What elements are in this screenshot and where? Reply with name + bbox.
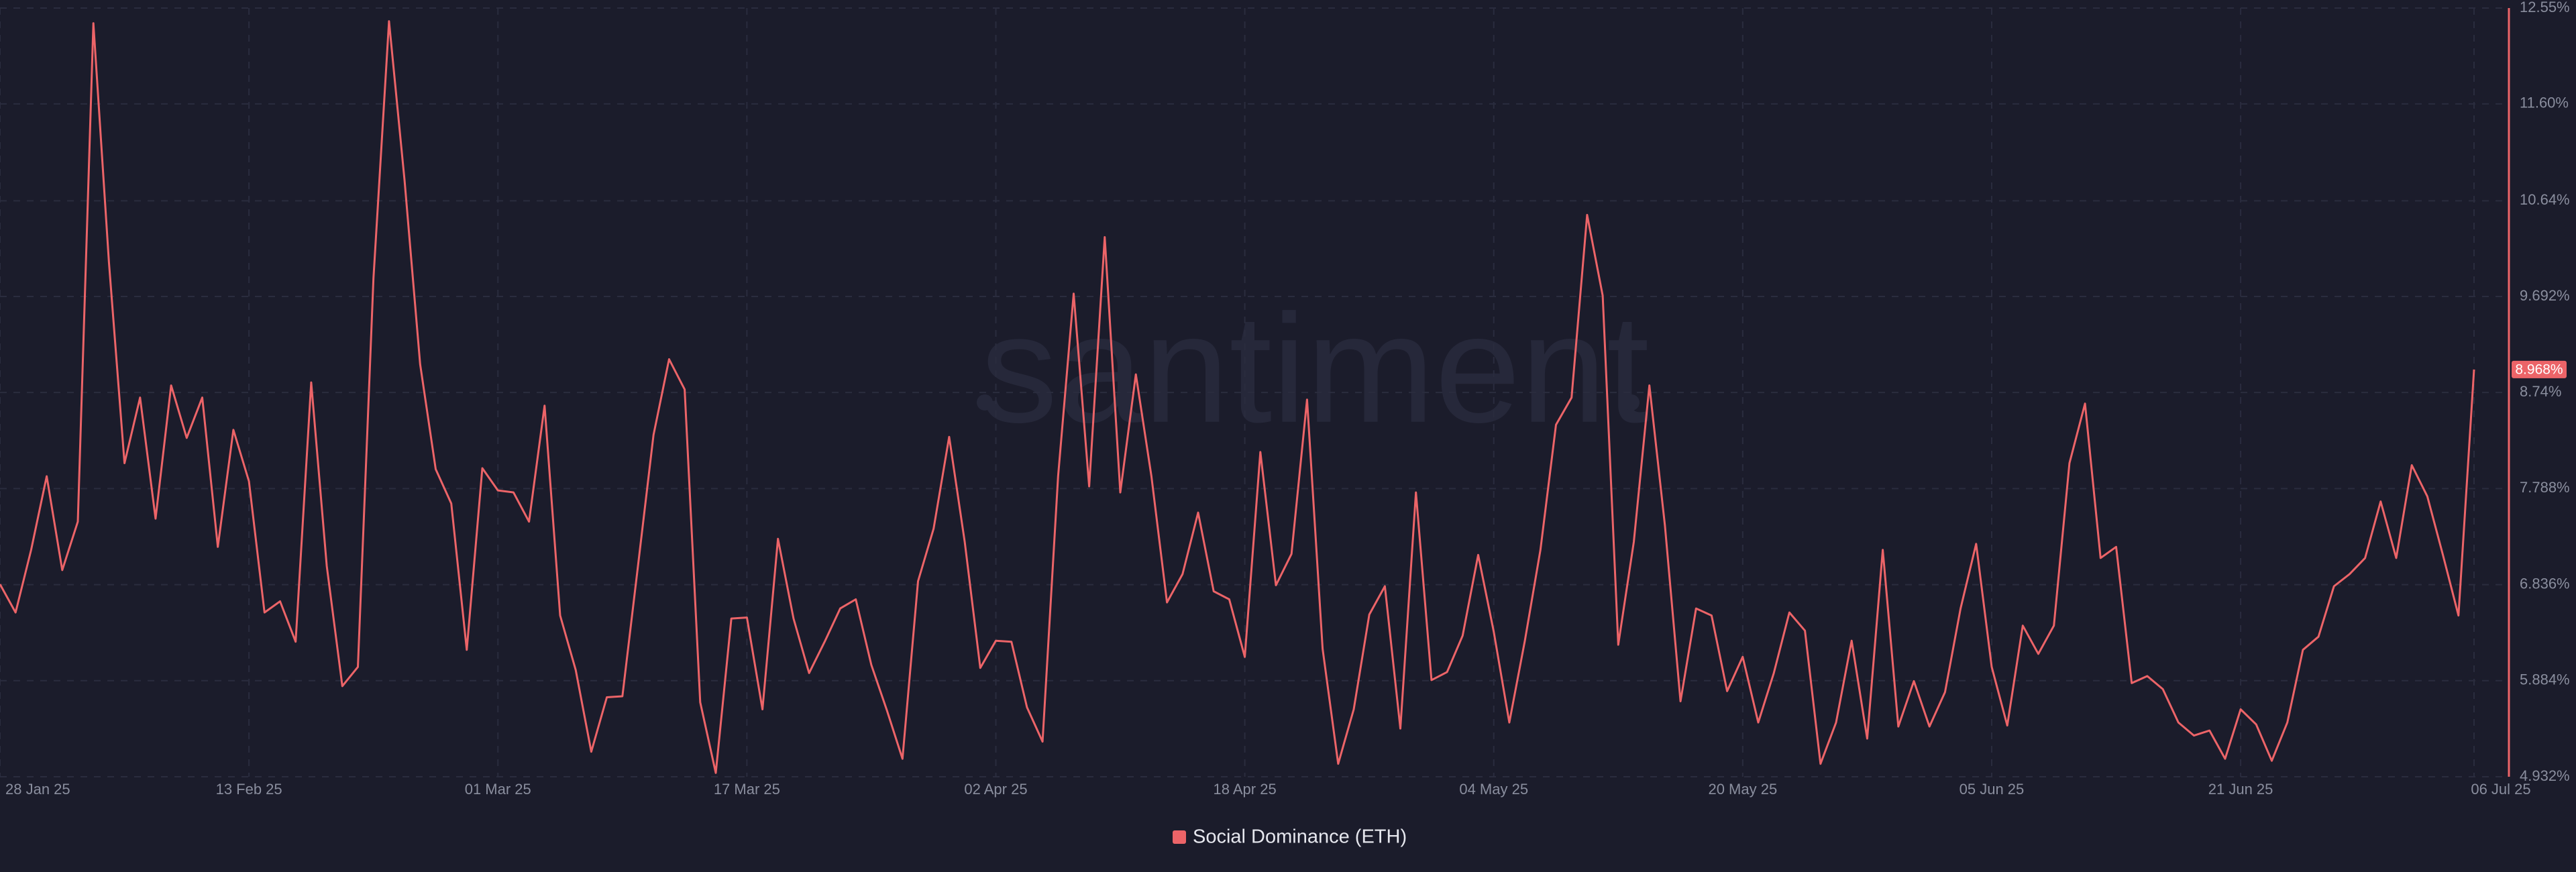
x-tick-label: 17 Mar 25 xyxy=(714,781,780,798)
y-tick-label: 8.74% xyxy=(2520,383,2561,400)
x-tick-label: 01 Mar 25 xyxy=(465,781,531,798)
watermark: santiment xyxy=(980,282,1649,455)
x-tick-label: 04 May 25 xyxy=(1459,781,1528,798)
x-tick-label: 18 Apr 25 xyxy=(1214,781,1277,798)
legend-swatch xyxy=(1173,830,1186,844)
y-tick-label: 12.55% xyxy=(2520,0,2570,15)
y-tick-label: 11.60% xyxy=(2520,95,2569,111)
x-tick-label: 28 Jan 25 xyxy=(5,781,70,798)
data-line xyxy=(0,20,2475,774)
x-tick-label: 06 Jul 25 xyxy=(2471,781,2530,798)
x-tick-label: 20 May 25 xyxy=(1708,781,1777,798)
y-tick-label: 7.788% xyxy=(2520,479,2570,496)
x-tick-label: 05 Jun 25 xyxy=(1960,781,2025,798)
legend-label: Social Dominance (ETH) xyxy=(1193,826,1407,848)
y-tick-label: 4.932% xyxy=(2520,767,2570,784)
y-tick-label: 10.64% xyxy=(2520,191,2570,208)
y-tick-label: 9.692% xyxy=(2520,287,2570,304)
value-badge xyxy=(2512,360,2567,378)
y-tick-label: 6.836% xyxy=(2520,575,2570,592)
x-tick-label: 02 Apr 25 xyxy=(964,781,1027,798)
y-tick-label: 5.884% xyxy=(2520,671,2570,688)
value-badge-label: 8.968% xyxy=(2515,362,2563,377)
watermark-dot xyxy=(977,394,993,411)
watermark-dot xyxy=(1623,394,1640,411)
x-tick-label: 13 Feb 25 xyxy=(216,781,282,798)
x-tick-label: 21 Jun 25 xyxy=(2208,781,2273,798)
